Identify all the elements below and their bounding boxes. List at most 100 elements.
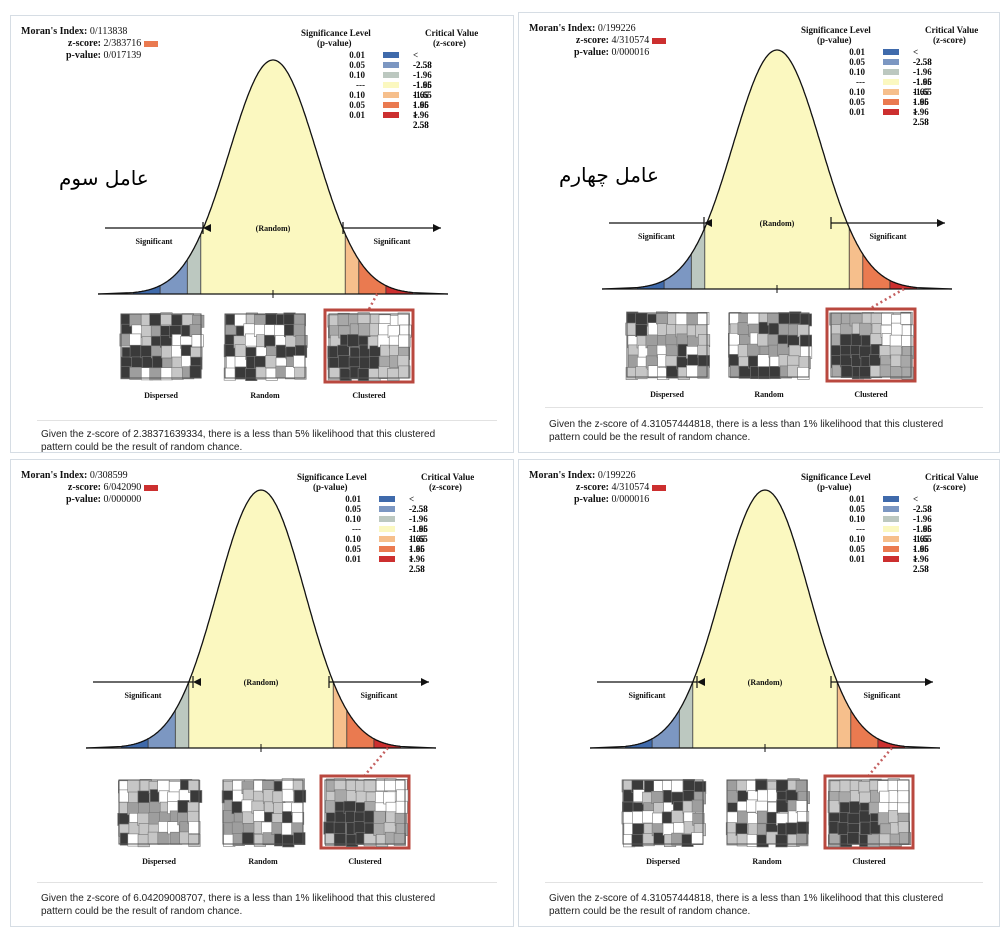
clustered-map-label: Clustered: [852, 857, 886, 866]
legend-p-value: 0.10: [345, 534, 361, 544]
significant-right-label: Significant: [361, 691, 398, 700]
legend-critical-value: -1.65 - 1.65: [913, 77, 932, 107]
clustered-map: [323, 308, 415, 384]
moran-stats: Moran's Index: 0/199226 z-score: 4/310574…: [529, 470, 667, 506]
caption-line-2: pattern could be the result of random ch…: [549, 906, 751, 917]
legend-critical-value: 1.96 - 2.58: [409, 544, 425, 574]
caption-line-2: pattern could be the result of random ch…: [549, 432, 751, 443]
caption-line-2: pattern could be the result of random ch…: [41, 906, 243, 917]
z-score-color-chip: [652, 37, 667, 44]
legend-critical-value: -2.58 - -1.96: [409, 504, 428, 534]
significant-right-arrow-head: [937, 219, 945, 227]
legend-critical-value: 1.96 - 2.58: [913, 544, 929, 574]
legend-swatch: [883, 546, 899, 552]
legend-critical-value: -2.58 - -1.96: [913, 57, 932, 87]
legend-p-value: 0.05: [345, 504, 361, 514]
legend-swatch: [883, 89, 899, 95]
legend-critical-value: > 2.58: [913, 554, 929, 574]
legend-p-value: 0.05: [849, 57, 865, 67]
curve-band: [679, 681, 693, 748]
z-score-color-chip: [144, 40, 159, 47]
p-value-header: (p-value): [313, 482, 348, 492]
legend-critical-value: -1.96 - -1.65: [409, 514, 428, 544]
significant-left-label: Significant: [136, 237, 173, 246]
legend-p-value: 0.10: [849, 67, 865, 77]
curve-band: [691, 227, 705, 289]
critical-value-header: Critical Value: [425, 28, 479, 38]
significant-right-arrow-head: [433, 224, 441, 232]
legend-critical-value: -1.65 - 1.65: [413, 80, 432, 110]
z-score-color-chip: [652, 484, 667, 491]
significant-left-label: Significant: [638, 232, 675, 241]
legend-critical-value: -1.65 - 1.65: [409, 524, 428, 554]
legend-swatch: [883, 516, 899, 522]
significant-right-label: Significant: [870, 232, 907, 241]
legend-critical-value: < -2.58: [913, 47, 932, 67]
clustered-map: [825, 307, 917, 383]
legend-critical-value: < -2.58: [413, 50, 432, 70]
z-score-header: (z-score): [933, 35, 966, 45]
p-value-label: p-value:: [574, 494, 609, 505]
significant-left-arrow-head: [704, 219, 712, 227]
legend-critical-value: 1.65 - 1.96: [913, 534, 929, 564]
result-caption: Given the z-score of 2.38371639334, ther…: [41, 428, 481, 452]
p-value-value: 0/000016: [611, 494, 650, 505]
significant-left-arrow-head: [697, 678, 705, 686]
clustered-map: [823, 774, 915, 850]
moran-stats: Moran's Index: 0/308599 z-score: 6/042090…: [21, 470, 159, 506]
curve-outline: [85, 489, 437, 749]
p-value-value: 0/000000: [103, 494, 142, 505]
significant-left-label: Significant: [125, 691, 162, 700]
legend-swatch: [883, 536, 899, 542]
result-caption: Given the z-score of 4.31057444818, ther…: [549, 418, 989, 444]
significant-left-arrow-head: [193, 678, 201, 686]
moran-index-label: Moran's Index:: [21, 26, 88, 37]
moran-index-value: 0/199226: [597, 470, 636, 481]
legend-swatch: [383, 112, 399, 118]
p-value-header: (p-value): [317, 38, 352, 48]
moran-index-label: Moran's Index:: [21, 470, 88, 481]
curve-outline: [601, 49, 953, 290]
moran-index-row: Moran's Index: 0/308599: [21, 470, 158, 482]
legend-swatch: [883, 496, 899, 502]
legend-p-value: 0.01: [849, 47, 865, 57]
caption-separator: [545, 882, 983, 883]
legend-critical-value: > 2.58: [413, 110, 429, 130]
z-score-pointer: [367, 293, 379, 310]
legend-p-value: 0.10: [849, 514, 865, 524]
caption-separator: [545, 407, 983, 408]
legend-p-value: ---: [856, 524, 865, 534]
p-value-label: p-value:: [66, 494, 101, 505]
curve-band: [849, 227, 863, 289]
result-caption: Given the z-score of 6.04209008707, ther…: [41, 892, 481, 918]
curve-band: [345, 234, 359, 294]
caption-line-1: Given the z-score of 4.31057444818, ther…: [549, 893, 944, 904]
legend-p-value: 0.01: [345, 494, 361, 504]
legend-swatch: [379, 536, 395, 542]
legend-critical-value: -2.58 - -1.96: [913, 504, 932, 534]
legend-p-value: 0.05: [349, 100, 365, 110]
caption-separator: [37, 420, 497, 421]
legend-p-value: ---: [352, 524, 361, 534]
legend-p-value: 0.05: [849, 504, 865, 514]
legend-p-value: 0.01: [349, 50, 365, 60]
legend-critical-value: 1.96 - 2.58: [413, 100, 429, 130]
z-score-pointer: [868, 747, 893, 776]
significant-right-label: Significant: [374, 237, 411, 246]
normal-curve-diagram: Significant Significant (Random) Dispersed R…: [85, 489, 437, 866]
legend-critical-value: -1.96 - -1.65: [913, 67, 932, 97]
curve-band: [333, 681, 347, 748]
legend-critical-value: 1.96 - 2.58: [913, 97, 929, 127]
legend-critical-value: -1.96 - -1.65: [913, 514, 932, 544]
z-score-row: z-score: 6/042090: [21, 482, 159, 494]
legend-swatch: [883, 506, 899, 512]
p-value-label: p-value:: [66, 50, 101, 61]
curve-band: [175, 681, 189, 748]
normal-curve-diagram: Significant Significant (Random) Dispersed R…: [97, 59, 449, 400]
significance-level-header: Significance Level: [297, 472, 367, 482]
legend-swatch: [883, 69, 899, 75]
legend-p-value: 0.01: [349, 110, 365, 120]
normal-curve-diagram: Significant Significant (Random) Dispersed R…: [601, 49, 953, 399]
legend-swatch: [883, 49, 899, 55]
random-region-label: (Random): [760, 219, 795, 228]
